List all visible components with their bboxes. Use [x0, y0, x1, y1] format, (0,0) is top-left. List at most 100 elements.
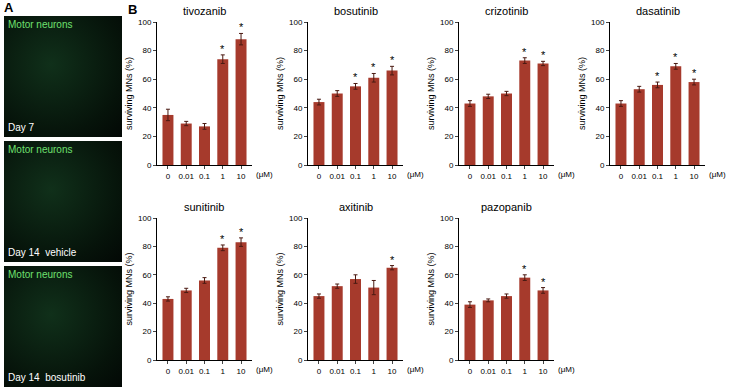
svg-text:*: *: [692, 67, 697, 79]
svg-text:0.01: 0.01: [480, 367, 496, 376]
svg-text:1: 1: [674, 172, 679, 181]
svg-text:0: 0: [317, 172, 322, 181]
svg-text:0.1: 0.1: [501, 367, 513, 376]
svg-text:0: 0: [600, 161, 605, 170]
svg-text:80: 80: [142, 46, 151, 55]
svg-text:10: 10: [237, 367, 246, 376]
svg-text:100: 100: [440, 214, 454, 223]
svg-text:*: *: [371, 61, 376, 73]
svg-text:40: 40: [595, 104, 604, 113]
svg-text:40: 40: [142, 299, 151, 308]
svg-text:(μM): (μM): [407, 365, 424, 374]
svg-text:1: 1: [221, 367, 226, 376]
svg-text:0: 0: [619, 172, 624, 181]
svg-text:60: 60: [444, 75, 453, 84]
svg-text:20: 20: [444, 327, 453, 336]
svg-text:axitinib: axitinib: [339, 201, 373, 213]
svg-text:1: 1: [221, 172, 226, 181]
svg-text:60: 60: [293, 75, 302, 84]
svg-text:1: 1: [523, 367, 528, 376]
svg-text:60: 60: [293, 271, 302, 280]
svg-text:20: 20: [595, 132, 604, 141]
svg-text:0: 0: [166, 172, 171, 181]
svg-text:(μM): (μM): [256, 365, 273, 374]
svg-text:40: 40: [444, 104, 453, 113]
svg-text:*: *: [522, 46, 527, 58]
svg-text:*: *: [673, 51, 678, 63]
svg-text:20: 20: [142, 327, 151, 336]
svg-text:0.1: 0.1: [350, 367, 362, 376]
svg-text:0.01: 0.01: [631, 172, 647, 181]
svg-text:0.1: 0.1: [501, 172, 513, 181]
svg-text:*: *: [220, 233, 225, 245]
svg-text:20: 20: [293, 132, 302, 141]
svg-text:10: 10: [690, 172, 699, 181]
svg-text:*: *: [390, 54, 395, 66]
svg-text:1: 1: [523, 172, 528, 181]
svg-text:40: 40: [444, 299, 453, 308]
svg-text:0: 0: [166, 367, 171, 376]
svg-text:100: 100: [440, 18, 454, 27]
svg-text:20: 20: [293, 327, 302, 336]
svg-text:bosutinib: bosutinib: [334, 5, 378, 17]
svg-text:100: 100: [591, 18, 605, 27]
svg-text:0: 0: [468, 367, 473, 376]
svg-text:0: 0: [317, 367, 322, 376]
svg-text:0: 0: [468, 172, 473, 181]
svg-text:surviving MNs (%): surviving MNs (%): [426, 57, 436, 130]
svg-text:*: *: [390, 254, 395, 266]
svg-text:crizotinib: crizotinib: [485, 5, 528, 17]
svg-text:sunitinib: sunitinib: [184, 201, 224, 213]
svg-text:100: 100: [289, 18, 303, 27]
svg-text:0.01: 0.01: [329, 172, 345, 181]
svg-text:100: 100: [138, 18, 152, 27]
svg-text:0.01: 0.01: [329, 367, 345, 376]
svg-text:*: *: [220, 43, 225, 55]
svg-text:40: 40: [142, 104, 151, 113]
svg-text:0: 0: [298, 356, 303, 365]
svg-text:B: B: [128, 2, 137, 17]
svg-text:1: 1: [372, 367, 377, 376]
svg-text:10: 10: [388, 367, 397, 376]
svg-text:dasatinib: dasatinib: [636, 5, 680, 17]
svg-text:*: *: [353, 71, 358, 83]
svg-text:80: 80: [293, 242, 302, 251]
svg-text:surviving MNs (%): surviving MNs (%): [426, 252, 436, 325]
svg-text:0: 0: [449, 356, 454, 365]
svg-text:(μM): (μM): [558, 170, 575, 179]
svg-text:1: 1: [372, 172, 377, 181]
svg-text:0: 0: [147, 161, 152, 170]
svg-text:(μM): (μM): [558, 365, 575, 374]
svg-text:surviving MNs (%): surviving MNs (%): [124, 57, 134, 130]
svg-text:*: *: [541, 276, 546, 288]
svg-text:pazopanib: pazopanib: [481, 201, 532, 213]
svg-text:*: *: [522, 263, 527, 275]
svg-text:0.01: 0.01: [480, 172, 496, 181]
svg-text:100: 100: [138, 214, 152, 223]
svg-text:80: 80: [142, 242, 151, 251]
svg-text:0.1: 0.1: [652, 172, 664, 181]
svg-text:(μM): (μM): [256, 170, 273, 179]
svg-text:*: *: [655, 70, 660, 82]
svg-text:20: 20: [444, 132, 453, 141]
svg-text:*: *: [541, 49, 546, 61]
svg-text:0.01: 0.01: [178, 172, 194, 181]
svg-text:surviving MNs (%): surviving MNs (%): [577, 57, 587, 130]
svg-text:10: 10: [539, 172, 548, 181]
svg-text:0: 0: [298, 161, 303, 170]
svg-text:60: 60: [595, 75, 604, 84]
svg-text:0.01: 0.01: [178, 367, 194, 376]
svg-text:*: *: [239, 226, 244, 238]
svg-text:0.1: 0.1: [199, 172, 211, 181]
svg-text:80: 80: [293, 46, 302, 55]
svg-text:*: *: [239, 21, 244, 33]
svg-text:0: 0: [449, 161, 454, 170]
svg-text:60: 60: [444, 271, 453, 280]
svg-text:surviving MNs (%): surviving MNs (%): [124, 252, 134, 325]
svg-text:0: 0: [147, 356, 152, 365]
svg-text:tivozanib: tivozanib: [183, 5, 226, 17]
svg-text:0.1: 0.1: [350, 172, 362, 181]
svg-text:100: 100: [289, 214, 303, 223]
svg-text:80: 80: [444, 46, 453, 55]
svg-text:surviving MNs (%): surviving MNs (%): [275, 252, 285, 325]
